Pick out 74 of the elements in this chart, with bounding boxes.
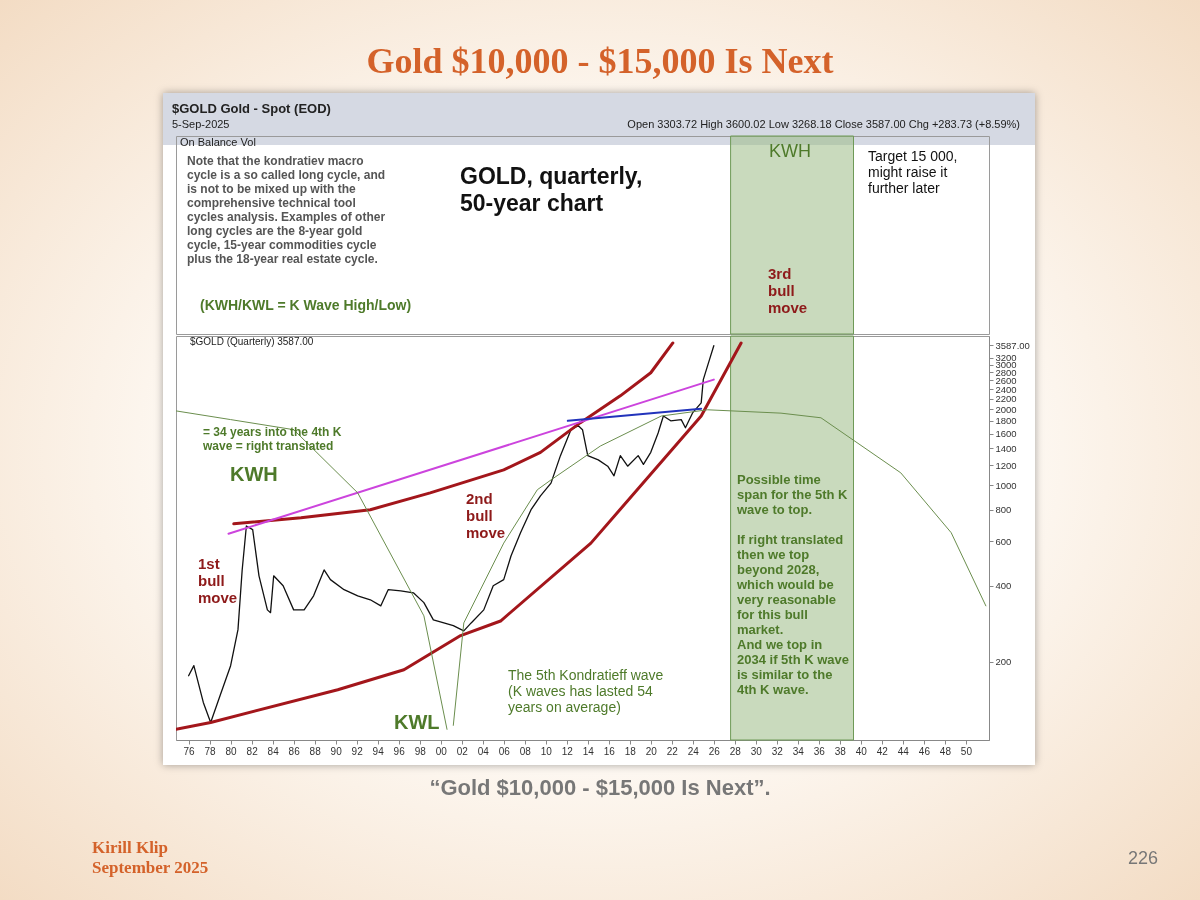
x-tick-label: 00 <box>435 745 448 757</box>
line-series <box>452 409 987 726</box>
annotation: KWL <box>394 711 440 734</box>
text: Target 15 000, might raise it further later <box>868 148 958 196</box>
x-tick-label: 90 <box>330 745 343 757</box>
annotation: 1st bull move <box>198 555 238 606</box>
x-tick-label: 28 <box>729 745 742 757</box>
x-tick-label: 96 <box>393 745 406 757</box>
x-tick-label: 10 <box>540 745 553 757</box>
x-tick-label: 78 <box>204 745 217 757</box>
text: GOLD, quarterly, 50-year chart <box>460 163 643 217</box>
text: (KWH/KWL = K Wave High/Low) <box>200 297 412 313</box>
text: 5-Sep-2025 <box>172 118 230 130</box>
x-tick-label: 16 <box>603 745 616 757</box>
y-tick-label: 800 <box>995 504 1012 516</box>
y-tick-label: 2200 <box>995 393 1017 405</box>
x-tick-label: 30 <box>750 745 763 757</box>
y-tick-label: 1200 <box>995 459 1017 471</box>
x-tick-label: 32 <box>771 745 784 757</box>
y-tick-label: 2400 <box>995 383 1017 395</box>
x-tick-label: 46 <box>918 745 931 757</box>
y-tick-label: 3587.00 <box>995 339 1030 351</box>
text: Possible time span for the 5th K wave to top. If right translated then we top beyond 2028, which would be very reasonable for this bull market. And we top in 2034 if 5th K wave is similar to the 4th K wave. <box>737 472 849 697</box>
annotation: The 5th Kondratieff wave (K waves has lasted 54 years on average) <box>508 667 664 715</box>
y-tick-label: 1600 <box>995 428 1017 440</box>
x-tick-label: 94 <box>372 745 385 757</box>
x-tick-label: 82 <box>246 745 259 757</box>
x-tick-label: 80 <box>225 745 238 757</box>
x-tick-label: 14 <box>582 745 595 757</box>
y-tick-label: 600 <box>995 535 1012 547</box>
x-tick-label: 04 <box>477 745 490 757</box>
text: On Balance Vol <box>180 136 256 148</box>
x-tick-label: 38 <box>834 745 847 757</box>
x-tick-label: 76 <box>183 745 196 757</box>
x-tick-label: 18 <box>624 745 637 757</box>
x-tick-label: 86 <box>288 745 301 757</box>
y-tick-label: 400 <box>995 580 1012 592</box>
x-tick-label: 12 <box>561 745 574 757</box>
x-tick-label: 22 <box>666 745 679 757</box>
y-tick-label: 2000 <box>995 403 1017 415</box>
x-tick-label: 20 <box>645 745 658 757</box>
x-tick-label: 40 <box>855 745 868 757</box>
annotation: 2nd bull move <box>466 490 506 541</box>
text: 226 <box>1127 848 1158 869</box>
x-tick-label: 44 <box>897 745 910 757</box>
y-tick-label: 1000 <box>995 479 1017 491</box>
x-tick-label: 06 <box>498 745 511 757</box>
text: KWH <box>769 141 811 162</box>
x-tick-label: 02 <box>456 745 469 757</box>
text: Open 3303.72 High 3600.02 Low 3268.18 Close 3587.00 Chg +283.73 (+8.59%) <box>627 118 1020 130</box>
x-tick-label: 42 <box>876 745 889 757</box>
x-tick-label: 98 <box>414 745 427 757</box>
x-tick-label: 48 <box>939 745 952 757</box>
x-tick-label: 24 <box>687 745 700 757</box>
text: Kirill Klip September 2025 <box>92 838 209 878</box>
text: $GOLD Gold - Spot (EOD) <box>172 101 331 116</box>
x-tick-label: 34 <box>792 745 805 757</box>
text: “Gold $10,000 - $15,000 Is Next”. <box>428 775 772 801</box>
chart-title: Gold $10,000 - $15,000 Is Next <box>365 40 835 82</box>
x-tick-label: 92 <box>351 745 364 757</box>
x-tick-label: 08 <box>519 745 532 757</box>
x-tick-label: 84 <box>267 745 280 757</box>
text: 3rd bull move <box>768 265 808 316</box>
x-tick-label: 50 <box>960 745 973 757</box>
y-tick-label: 1400 <box>995 442 1017 454</box>
annotation: $GOLD (Quarterly) 3587.00 <box>190 336 314 347</box>
x-tick-label: 26 <box>708 745 721 757</box>
annotation: KWH <box>230 463 278 486</box>
y-tick-label: 1800 <box>995 415 1017 427</box>
y-tick-label: 200 <box>995 656 1012 668</box>
line-series <box>176 410 448 730</box>
x-tick-label: 36 <box>813 745 826 757</box>
x-tick-label: 88 <box>309 745 322 757</box>
text: Note that the kondratiev macro cycle is a so called long cycle, and is not to be mixed up with the comprehensive technical tool cycles analysis. Examples of other long cycles are the 8-year gold cycle, 15-year commodities cycle plus the 18-year real estate cycle. <box>187 154 386 266</box>
